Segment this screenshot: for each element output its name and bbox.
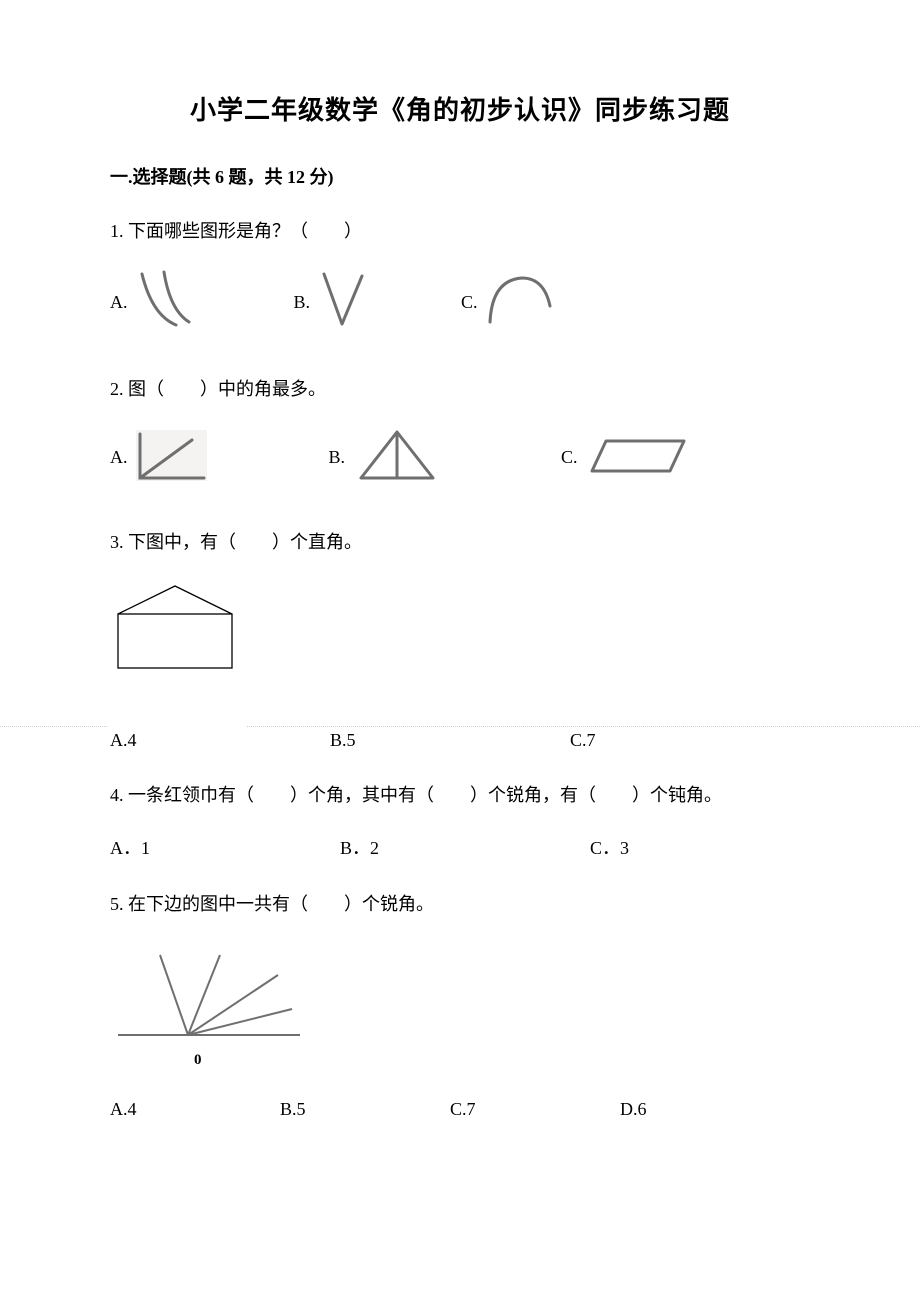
q5-origin-label: 0 (194, 1052, 810, 1069)
q4-text: 4. 一条红领巾有（ ）个角，其中有（ ）个锐角，有（ ）个钝角。 (110, 781, 810, 810)
q2-A-label: A. (110, 447, 128, 468)
q2-C-figure (584, 433, 694, 483)
q3-choices: A.4 B.5 C.7 (110, 730, 810, 751)
q3-A: A.4 (110, 730, 330, 751)
page-rule-right (247, 726, 920, 727)
q3-figure (110, 580, 810, 680)
q2-B-figure (351, 428, 441, 488)
q4-choices: A．1 B．2 C．3 (110, 834, 810, 860)
q5-B: B.5 (280, 1099, 450, 1120)
q3-B: B.5 (330, 730, 570, 751)
q1-C-label: C. (461, 292, 478, 313)
q1-C-figure (484, 272, 559, 332)
q1-text: 1. 下面哪些图形是角？（ ） (110, 217, 810, 246)
q5-figure: 0 (110, 943, 810, 1069)
worksheet-page: 小学二年级数学《角的初步认识》同步练习题 一.选择题(共 6 题，共 12 分)… (0, 0, 920, 1302)
q5-A: A.4 (110, 1099, 280, 1120)
q2-B-label: B. (329, 447, 346, 468)
q4-C: C．3 (590, 834, 629, 860)
q3-text: 3. 下图中，有（ ）个直角。 (110, 528, 810, 557)
q1-A-figure (134, 270, 204, 335)
q4-B: B．2 (340, 834, 590, 860)
q2-C-label: C. (561, 447, 578, 468)
q2-A-figure (134, 428, 209, 488)
q1-B-figure (316, 270, 371, 335)
q1-A-label: A. (110, 292, 128, 313)
q1-options: A. B. C. (110, 270, 810, 335)
q4-A: A．1 (110, 834, 340, 860)
q5-C: C.7 (450, 1099, 620, 1120)
q5-D: D.6 (620, 1099, 647, 1120)
section-header: 一.选择题(共 6 题，共 12 分) (110, 163, 810, 189)
page-title: 小学二年级数学《角的初步认识》同步练习题 (110, 90, 810, 127)
q2-text: 2. 图（ ）中的角最多。 (110, 375, 810, 404)
q3-C: C.7 (570, 730, 596, 751)
q5-text: 5. 在下边的图中一共有（ ）个锐角。 (110, 890, 810, 919)
page-rule-left (0, 726, 107, 727)
q2-options: A. B. C. (110, 428, 810, 488)
q1-B-label: B. (294, 292, 311, 313)
q5-choices: A.4 B.5 C.7 D.6 (110, 1099, 810, 1120)
